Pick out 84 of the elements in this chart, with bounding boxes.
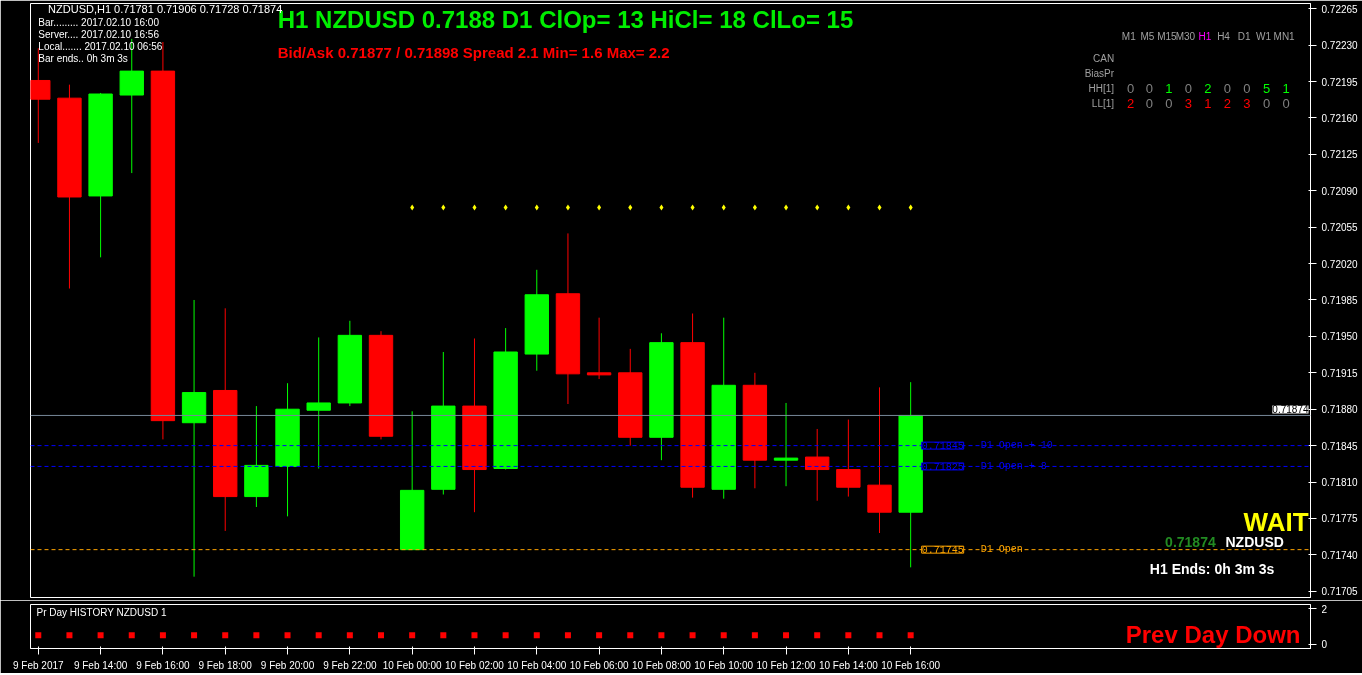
annotation: 3 [1243,96,1251,111]
x-tick-label: 9 Feb 14:00 [73,659,128,671]
ref-line-label: D1 Open [980,544,1023,556]
annotation: H1 [1198,31,1212,42]
annotation: Prev Day Down [1125,620,1301,648]
ref-line-label: 0.71874 [1272,404,1309,416]
annotation: 0 [1282,96,1290,111]
y-tick-label: 0.72230 [1321,40,1359,52]
y-tick-label: 0.72125 [1321,149,1359,161]
annotation: Bar ends.. 0h 3m 3s [38,53,128,64]
y-tick-label: 0.71775 [1321,513,1359,525]
annotation: M30 [1175,31,1196,42]
candlestick [306,336,331,470]
y-tick-label: 0.72195 [1321,76,1359,88]
annotation: 0 [1262,96,1271,111]
annotation: 0.71745 [921,545,964,557]
x-tick-label: 10 Feb 14:00 [818,659,879,671]
ref-line-label: D1 Open + 10 [980,440,1053,452]
x-tick-label: 10 Feb 10:00 [694,659,754,671]
annotation: 2 [1127,96,1135,111]
annotation: H1 Ends: 0h 3m 3s [1149,560,1275,577]
annotation: 0 [1165,96,1173,111]
x-tick-label: 10 Feb 08:00 [631,659,692,671]
candlestick [586,317,612,380]
y-tick-label: 2 [1321,603,1328,615]
annotation: 0 [1223,81,1232,96]
y-tick-label: 0.71985 [1321,294,1359,306]
x-tick-label: 10 Feb 12:00 [756,659,816,671]
x-tick-label: 9 Feb 2017 [12,659,65,671]
annotation: HH[1] [1088,83,1115,94]
y-tick-label: 0.71915 [1321,367,1359,379]
annotation: Server.... 2017.02.10 16:56 [38,29,160,40]
annotation: 0.71845 [921,441,964,453]
y-tick-label: 0.72055 [1321,222,1359,234]
x-tick-label: 9 Feb 22:00 [323,659,377,671]
y-tick-label: 0.72020 [1321,258,1359,270]
text: Bid/Ask 0.71877 / 0.71898 Spread 2.1 Min= 1.6 Max= 2.2 [277,44,670,61]
annotation: 0 [1127,81,1135,96]
annotation: M5 [1140,31,1155,42]
y-tick-label: 0.71950 [1321,331,1359,343]
annotation: LL[1] [1091,98,1115,109]
annotation: 5 [1262,81,1271,96]
x-tick-label: 9 Feb 18:00 [198,659,253,671]
y-tick-label: 0.72265 [1321,3,1359,15]
y-tick-label: 0.71880 [1321,404,1359,416]
chart-title: Pr Day HISTORY NZDUSD 1 [36,606,167,618]
x-tick-label: 9 Feb 20:00 [260,659,315,671]
annotation: Bar......... 2017.02.10 16:00 [38,17,160,28]
x-tick-label: 10 Feb 00:00 [382,659,443,671]
annotation: 0.71874 [1165,533,1216,550]
annotation: H4 [1217,31,1231,42]
x-tick-label: 10 Feb 16:00 [881,659,941,671]
x-tick-label: 10 Feb 04:00 [507,659,567,671]
candlestick [773,402,799,487]
x-tick-label: 10 Feb 02:00 [445,659,505,671]
annotation: 0 [1145,81,1153,96]
y-tick-label: 0 [1321,639,1328,651]
annotation: 0 [1243,81,1251,96]
annotation: 2 [1204,81,1212,96]
candlestick [836,419,861,498]
y-tick-label: 0.71705 [1321,586,1359,598]
ref-line-label: D1 Open + 8 [980,460,1047,472]
annotation: BiasPr [1084,68,1115,79]
y-tick-label: 0.72090 [1321,185,1359,197]
annotation: 1 [1282,81,1290,96]
candlestick [805,428,830,502]
y-tick-label: 0.72160 [1321,112,1359,124]
x-tick-label: 9 Feb 16:00 [136,659,191,671]
annotation: M1 [1121,31,1137,42]
annotation: 3 [1184,96,1192,111]
annotation: 1 [1204,96,1212,111]
candlestick [181,299,207,578]
annotation: CAN [1092,53,1115,64]
annotation: D1 [1237,31,1251,42]
annotation: W1 [1256,31,1272,42]
annotation: 2 [1223,96,1232,111]
annotation: MN1 [1273,31,1296,42]
y-tick-label: 0.71845 [1321,440,1359,452]
x-tick-label: 10 Feb 06:00 [569,659,630,671]
annotation: 1 [1165,81,1173,96]
annotation: 0 [1184,81,1192,96]
y-tick-label: 0.71740 [1321,549,1359,561]
annotation: 0 [1145,96,1153,111]
y-tick-label: 0.71810 [1321,477,1359,489]
